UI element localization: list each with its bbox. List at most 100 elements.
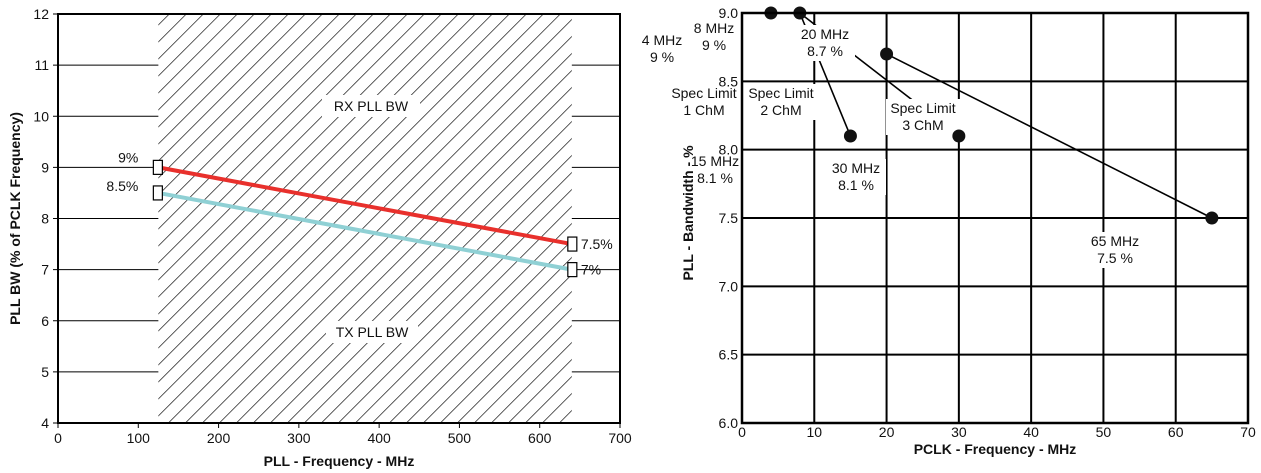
hatch-line — [158, 14, 357, 213]
y-tick-label: 8.0 — [719, 142, 739, 158]
x-tick-label: 50 — [1096, 424, 1112, 440]
region-label-bg — [322, 95, 420, 117]
hatch-line — [423, 273, 572, 423]
series-end-label: 7% — [581, 262, 601, 278]
series-end-label: 7.5% — [581, 236, 613, 252]
series-start-marker — [152, 159, 163, 175]
x-tick-label: 100 — [127, 430, 151, 446]
point-label: 8.1 % — [697, 170, 733, 186]
x-tick-label: 0 — [738, 424, 746, 440]
hatch-line — [202, 52, 572, 423]
y-tick-label: 6.0 — [719, 415, 739, 431]
x-tick-label: 20 — [879, 424, 895, 440]
x-axis-title: PCLK - Frequency - MHz — [914, 441, 1077, 457]
point-label: 7.5 % — [1097, 250, 1133, 266]
y-tick-label: 10 — [33, 108, 49, 124]
y-tick-label: 9.0 — [719, 5, 739, 21]
point-label-bg — [795, 25, 855, 61]
y-tick-label: 8 — [41, 211, 49, 227]
y-tick-label: 12 — [33, 6, 49, 22]
x-tick-label: 40 — [1023, 424, 1039, 440]
point-label: 30 MHz — [832, 160, 880, 176]
spec-limit-label: Spec Limit — [748, 85, 813, 101]
y-tick-label: 11 — [34, 57, 49, 73]
spec-limit-label-bg — [667, 84, 741, 120]
point-label: 8.7 % — [807, 43, 843, 59]
y-tick-label: 7 — [41, 262, 49, 278]
point-label: 9 % — [702, 37, 726, 53]
hatch-line — [372, 222, 572, 423]
point-label: 65 MHz — [1091, 233, 1139, 249]
point-label-bg — [826, 159, 886, 195]
hatch-line — [355, 205, 572, 423]
hatch-line — [158, 14, 374, 230]
x-tick-label: 600 — [528, 430, 552, 446]
spec-limit-label: Spec Limit — [890, 100, 955, 116]
hatch-line — [158, 14, 408, 264]
hatch-line — [491, 341, 572, 423]
data-point — [952, 129, 966, 143]
x-tick-label: 300 — [287, 430, 311, 446]
point-label: 20 MHz — [801, 26, 849, 42]
x-axis-title: PLL - Frequency - MHz — [264, 453, 415, 469]
hatch-line — [158, 14, 391, 247]
hatch-line — [158, 14, 527, 383]
point-label: 8 MHz — [694, 20, 734, 36]
hatch-line — [158, 14, 425, 281]
series-start-label: 9% — [118, 149, 138, 165]
y-tick-label: 7.5 — [719, 210, 739, 226]
hatch-line — [158, 14, 306, 162]
hatch-line — [474, 324, 572, 423]
hatch-line — [185, 35, 572, 423]
hatch-line — [440, 290, 572, 423]
point-label: 15 MHz — [691, 153, 739, 169]
y-tick-label: 9 — [41, 159, 49, 175]
hatch-line — [338, 188, 572, 423]
chart-pll-bw-vs-pll-frequency: RX PLL BW TX PLL BW 9% 7.5% 8.5% 7% 0 100 200 300… — [7, 6, 640, 469]
hatch-line — [158, 14, 459, 315]
series-start-label: 8.5% — [106, 178, 138, 194]
hatch-line — [158, 14, 442, 298]
x-tick-label: 70 — [1240, 424, 1256, 440]
hatch-line — [627, 14, 640, 423]
hatch-line — [158, 14, 289, 145]
y-tick-label: 6.5 — [719, 347, 739, 363]
region-label-bg — [326, 321, 418, 343]
data-point — [1205, 211, 1219, 225]
hatch-line — [168, 18, 572, 423]
x-tick-label: 500 — [448, 430, 472, 446]
x-tick-label: 30 — [951, 424, 967, 440]
y-tick-label: 6 — [41, 313, 49, 329]
y-tick-label: 7.0 — [719, 278, 739, 294]
hatch-line — [158, 14, 255, 111]
x-tick-label: 400 — [367, 430, 391, 446]
hatch-line — [158, 14, 272, 128]
hatched-region — [158, 14, 572, 423]
spec-limit-label: 2 ChM — [760, 102, 801, 118]
y-axis-title: PLL BW (% of PCLK Frequency) — [7, 112, 23, 325]
x-tick-label: 200 — [207, 430, 231, 446]
hatch-line — [158, 14, 238, 94]
region-label-rx: RX PLL BW — [334, 98, 409, 114]
point-label: 9 % — [650, 49, 674, 65]
spec-limit-label: 1 ChM — [683, 102, 724, 118]
y-tick-label: 8.5 — [719, 73, 739, 89]
y-tick-label: 4 — [41, 415, 49, 431]
hatch-line — [321, 171, 572, 423]
region-label-tx: TX PLL BW — [336, 324, 409, 340]
spec-limit-label: Spec Limit — [671, 85, 736, 101]
x-tick-label: 60 — [1168, 424, 1184, 440]
hatch-line — [158, 14, 323, 179]
point-label: 4 MHz — [642, 32, 682, 48]
series-start-marker — [152, 185, 163, 201]
spec-limit-label: 3 ChM — [902, 117, 943, 133]
hatch-line — [287, 137, 572, 423]
spec-limit-label-bg — [886, 99, 960, 135]
hatch-line — [158, 14, 561, 417]
point-label-bg — [1085, 232, 1145, 268]
point-label: 8.1 % — [838, 177, 874, 193]
hatch-line — [406, 256, 572, 423]
hatch-line — [270, 120, 572, 423]
